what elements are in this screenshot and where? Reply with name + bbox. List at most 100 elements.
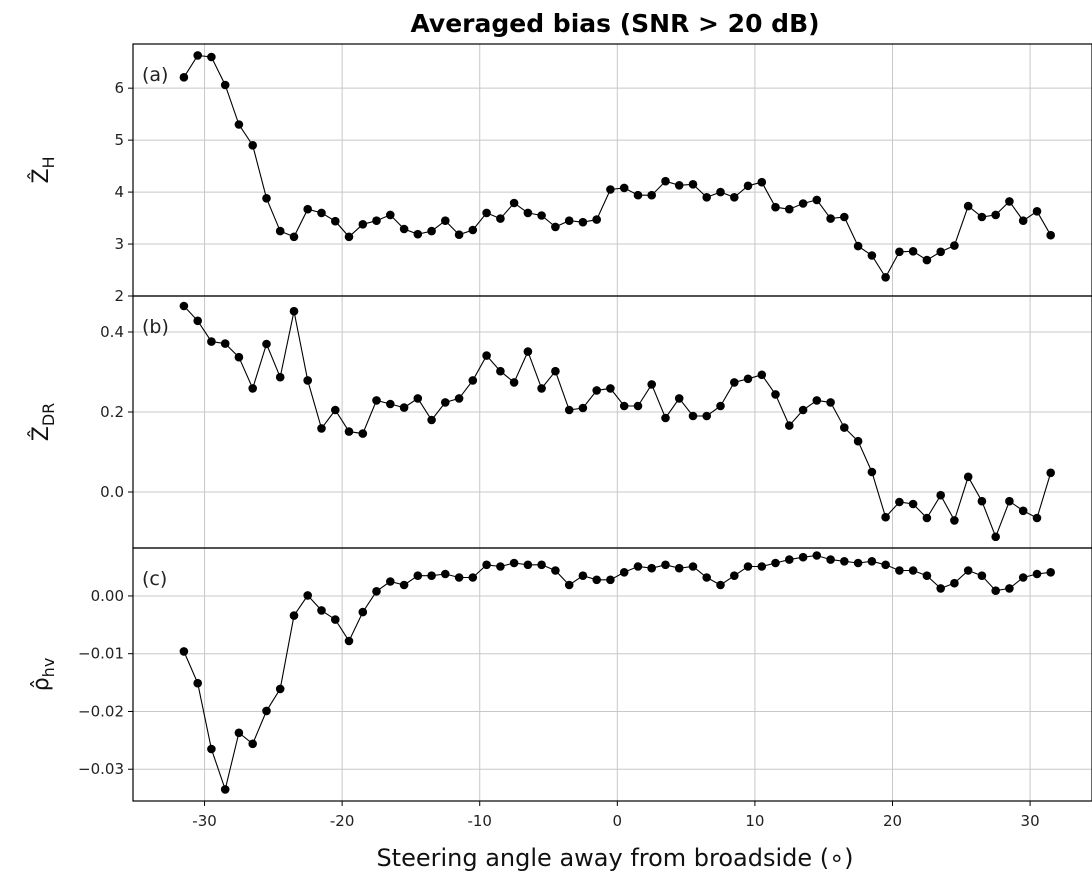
panel-a-point-61	[1018, 216, 1028, 225]
panel-b-ytick-label-1: 0.2	[100, 403, 124, 421]
panel-a-point-49	[853, 241, 863, 251]
x-tick-label-0: -30	[192, 812, 217, 830]
panel-b-point-19	[441, 398, 450, 407]
panel-a-point-6	[262, 194, 271, 203]
panel-a-series-line	[183, 54, 1052, 279]
panel-b-point-23	[496, 366, 505, 376]
panel-c-point-54	[922, 571, 932, 580]
panel-b-point-29	[578, 403, 588, 413]
panel-c-point-38	[702, 573, 711, 582]
panel-a-point-12	[344, 232, 354, 242]
panel-c-point-15	[386, 577, 395, 586]
panel-b-point-31	[606, 384, 615, 393]
panel-a-ytick-label-3: 5	[114, 131, 124, 149]
panel-a-point-26	[537, 211, 546, 220]
panel-b-point-22	[482, 351, 491, 360]
panel-c-point-14	[372, 587, 381, 596]
panel-b-point-59	[991, 532, 1000, 542]
panel-b-point-52	[895, 497, 904, 507]
x-axis-ticks: -30 -20 -10 0 10 20 30	[192, 801, 1040, 830]
panel-b-point-1	[193, 316, 202, 326]
panel-a-ytick-label-0: 2	[114, 287, 124, 305]
panel-b-point-9	[303, 376, 313, 385]
panel-b-point-12	[344, 427, 354, 436]
panel-a-point-23	[496, 214, 505, 223]
panel-a-point-15	[386, 210, 395, 220]
panel-c-point-27	[551, 566, 560, 575]
panel-a-point-37	[688, 180, 698, 189]
panel-b-point-46	[812, 396, 822, 405]
panel-c-point-13	[358, 607, 368, 617]
panel-c-point-30	[592, 575, 601, 585]
panel-b-point-14	[372, 396, 381, 405]
panel-a-ylabel-sub: H	[39, 156, 58, 168]
panel-a-point-63	[1046, 230, 1055, 240]
panel-c-rhohv-bias: −0.03 −0.02 −0.01 0.00 (c) ρ̂hv	[29, 547, 1092, 802]
panel-a-point-8	[289, 232, 299, 242]
panel-b-point-50	[867, 467, 877, 477]
panel-b-point-25	[523, 347, 533, 356]
panel-b-zdr-bias: 0.0 0.2 0.4 (b) ẐDR	[28, 295, 1092, 549]
panel-b-ytick-label-0: 0.0	[100, 483, 124, 501]
panel-c-point-63	[1046, 568, 1055, 577]
panel-b-point-40	[730, 378, 739, 387]
panel-b-point-61	[1018, 506, 1028, 516]
panel-b-series-line	[183, 305, 1052, 539]
panel-a-point-11	[331, 216, 340, 226]
panel-b-point-24	[509, 378, 519, 387]
panel-a-point-33	[633, 190, 643, 200]
panel-a-point-50	[867, 251, 877, 260]
panel-a-point-9	[303, 204, 313, 214]
panel-c-point-50	[867, 557, 877, 566]
panel-c-point-31	[606, 575, 615, 585]
panel-c-point-29	[578, 571, 588, 580]
panel-b-point-6	[262, 339, 271, 349]
panel-c-point-52	[895, 566, 904, 575]
panel-b-point-62	[1032, 513, 1042, 523]
panel-a-point-4	[234, 120, 244, 129]
panel-a-point-31	[606, 185, 615, 194]
panel-c-point-26	[537, 560, 546, 570]
panel-b-point-45	[798, 405, 808, 415]
panel-a-point-57	[963, 201, 973, 211]
x-tick-label-5: 20	[883, 812, 902, 830]
panel-c-point-51	[881, 560, 890, 570]
panel-c-point-6	[262, 706, 271, 716]
panel-a-point-16	[399, 224, 409, 234]
panel-c-point-34	[647, 563, 656, 573]
panel-c-ylabel-main: ρ̂	[29, 677, 54, 691]
panel-b-point-41	[743, 374, 753, 384]
panel-c-point-44	[785, 555, 794, 564]
panel-c-point-24	[509, 558, 519, 568]
panel-c-frame	[132, 547, 1092, 802]
panel-a-point-17	[413, 229, 423, 239]
panel-c-point-46	[812, 551, 822, 560]
panel-b-point-53	[908, 499, 918, 509]
panel-b-ylabel-sub: DR	[39, 403, 58, 426]
panel-c-point-42	[757, 562, 767, 571]
panel-c-ytick-label-3: 0.00	[91, 587, 124, 605]
panel-a-point-60	[1005, 197, 1014, 206]
panel-c-ylabel-sub: hv	[39, 658, 58, 678]
panel-c-label: (c)	[142, 568, 167, 590]
panel-c-point-17	[413, 571, 423, 580]
panel-a-point-13	[358, 220, 368, 229]
panel-c-point-16	[399, 580, 409, 590]
panel-a-point-54	[922, 255, 932, 265]
panel-b-point-0	[179, 301, 189, 311]
panel-b-point-51	[881, 512, 890, 522]
panel-b-point-32	[619, 401, 629, 411]
panel-a-ytick-label-2: 4	[114, 183, 124, 201]
panel-b-point-2	[207, 337, 216, 346]
panel-c-point-7	[275, 684, 285, 694]
panel-a-point-14	[372, 216, 381, 225]
panel-a-point-29	[578, 217, 588, 227]
panel-a-point-34	[647, 190, 656, 200]
panel-b-frame	[132, 295, 1092, 549]
panel-b-point-26	[537, 384, 546, 393]
x-tick-label-6: 30	[1021, 812, 1040, 830]
panel-b-point-17	[413, 394, 423, 403]
panel-c-point-10	[317, 606, 326, 615]
panel-b-point-3	[220, 339, 230, 348]
panel-c-point-21	[468, 573, 478, 582]
